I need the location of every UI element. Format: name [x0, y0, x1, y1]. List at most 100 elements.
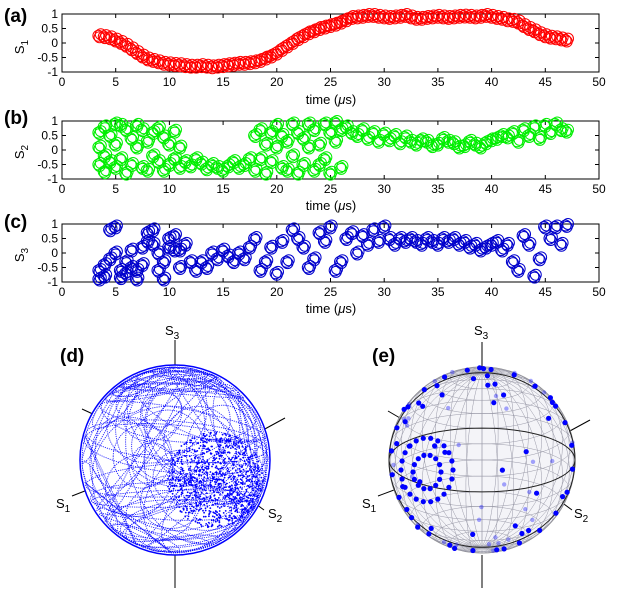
data-point — [502, 236, 515, 249]
data-point — [402, 419, 408, 425]
x-axis-label-a: time (μs) — [306, 92, 356, 107]
data-point — [220, 437, 223, 439]
data-point — [167, 229, 180, 242]
data-point — [203, 503, 206, 506]
data-point — [169, 490, 172, 493]
data-point — [211, 515, 214, 518]
data-point — [180, 473, 183, 475]
data-point — [201, 453, 204, 456]
data-point — [113, 152, 126, 165]
data-point — [195, 501, 198, 504]
data-point — [168, 475, 171, 477]
data-point — [193, 460, 196, 462]
data-point — [218, 520, 221, 522]
data-point — [212, 476, 215, 479]
data-point — [228, 519, 231, 521]
data-point — [216, 487, 218, 490]
data-point — [116, 151, 129, 164]
data-point — [216, 505, 219, 508]
data-point — [438, 469, 444, 475]
data-point — [206, 459, 209, 461]
data-point — [211, 504, 214, 506]
data-point — [476, 517, 482, 522]
data-point — [215, 431, 218, 434]
data-point — [414, 133, 427, 146]
data-point — [209, 507, 212, 509]
data-point — [285, 117, 298, 130]
data-point — [237, 252, 250, 265]
data-point — [187, 518, 189, 520]
data-point — [108, 117, 121, 130]
data-point — [433, 456, 439, 462]
data-point — [511, 264, 524, 277]
data-point — [200, 474, 203, 477]
data-point — [216, 525, 219, 528]
data-point — [204, 435, 207, 438]
data-point — [441, 539, 447, 545]
data-point — [215, 438, 218, 441]
data-point — [209, 479, 212, 482]
data-point — [219, 444, 222, 447]
data-point — [239, 458, 242, 460]
data-point — [108, 247, 121, 259]
data-point — [521, 238, 534, 251]
x-tick-label: 20 — [270, 182, 284, 196]
data-point — [207, 526, 209, 529]
data-point — [449, 458, 455, 464]
data-point — [216, 499, 219, 501]
data-point — [208, 463, 210, 466]
data-point — [206, 450, 208, 453]
data-point — [252, 462, 255, 464]
data-point — [238, 468, 241, 470]
data-point — [189, 503, 191, 506]
data-point — [527, 270, 540, 283]
data-point — [224, 442, 227, 445]
data-point — [421, 387, 427, 393]
data-point — [204, 507, 207, 510]
data-point — [179, 470, 182, 473]
data-point — [178, 456, 181, 459]
data-point — [217, 452, 220, 454]
data-point — [388, 448, 395, 454]
data-point — [214, 512, 217, 515]
data-point — [350, 247, 363, 259]
data-point — [454, 542, 459, 547]
trajectory — [123, 388, 183, 442]
x-tick-label: 35 — [431, 75, 445, 89]
data-point — [435, 496, 441, 502]
data-point — [148, 222, 161, 235]
data-point — [253, 264, 266, 277]
data-point — [235, 500, 238, 502]
data-point — [238, 464, 241, 467]
data-point — [190, 481, 193, 484]
data-point — [307, 123, 320, 136]
data-point — [186, 491, 189, 494]
data-point — [124, 132, 137, 145]
x-tick-label: 15 — [216, 182, 230, 196]
data-point — [234, 496, 237, 498]
data-point — [196, 463, 199, 465]
x-tick-label: 0 — [59, 182, 66, 196]
data-point — [194, 520, 197, 523]
data-point — [222, 446, 225, 449]
data-point — [199, 261, 212, 274]
data-point — [187, 515, 190, 518]
data-point — [523, 449, 529, 455]
trajectory — [105, 453, 197, 540]
data-point — [237, 474, 240, 477]
y-tick-label: 0.5 — [41, 129, 58, 143]
data-point — [194, 455, 197, 458]
data-point — [214, 520, 217, 523]
data-point — [226, 492, 229, 495]
data-point — [196, 442, 199, 444]
data-point — [261, 472, 263, 475]
data-point — [496, 541, 501, 546]
data-point — [261, 480, 264, 482]
data-point — [220, 478, 222, 481]
data-point — [559, 34, 572, 47]
data-point — [146, 223, 159, 236]
data-point — [200, 507, 203, 510]
data-point — [241, 500, 244, 503]
x-tick-label: 5 — [112, 75, 119, 89]
data-point — [417, 479, 423, 485]
